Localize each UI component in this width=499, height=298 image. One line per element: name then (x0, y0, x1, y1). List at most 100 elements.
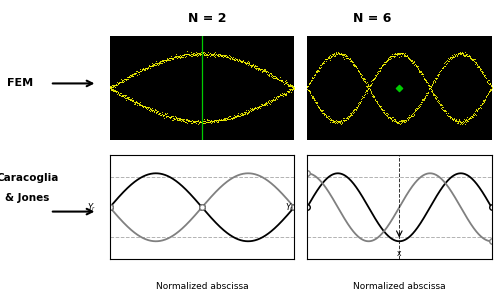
Point (386, 116, 394, 120)
Point (223, 115, 231, 120)
Point (275, 77, 283, 82)
Point (177, 118, 185, 123)
Point (116, 79, 124, 84)
Point (190, 119, 198, 124)
Point (211, 53, 219, 58)
Point (404, 114, 412, 119)
Point (391, 51, 399, 56)
Point (363, 90, 371, 95)
Point (379, 108, 387, 113)
Point (376, 67, 384, 72)
Point (167, 114, 175, 119)
Point (194, 52, 202, 57)
Point (343, 114, 351, 119)
Point (370, 76, 378, 81)
Point (486, 80, 494, 85)
Point (169, 56, 177, 61)
Point (179, 117, 187, 121)
Point (405, 57, 413, 61)
Point (145, 104, 153, 109)
Point (315, 65, 323, 70)
Point (336, 120, 344, 125)
Point (138, 103, 146, 107)
Point (180, 52, 188, 57)
Point (128, 98, 136, 103)
Point (371, 97, 379, 102)
Point (331, 119, 339, 124)
Point (468, 57, 476, 62)
Point (390, 54, 398, 58)
Point (387, 116, 395, 120)
Point (348, 58, 356, 63)
Point (377, 105, 385, 110)
Point (461, 52, 469, 57)
Point (428, 82, 436, 87)
Point (110, 88, 118, 92)
Point (156, 60, 164, 65)
Point (448, 53, 456, 58)
Point (224, 55, 232, 60)
Point (273, 95, 281, 100)
Point (385, 55, 393, 60)
Point (163, 114, 171, 118)
Point (311, 69, 319, 74)
Point (359, 76, 367, 81)
Point (146, 64, 154, 69)
Point (393, 119, 401, 124)
Point (120, 77, 128, 82)
Point (410, 113, 418, 117)
Point (135, 69, 143, 74)
Point (368, 80, 376, 85)
Point (333, 52, 341, 57)
Point (113, 89, 121, 93)
Point (466, 54, 474, 59)
Point (240, 60, 248, 64)
Point (487, 83, 495, 88)
Point (201, 119, 209, 124)
Point (138, 67, 146, 72)
Point (181, 119, 189, 124)
Point (162, 114, 170, 119)
Point (119, 79, 127, 84)
Point (337, 118, 345, 122)
Point (317, 63, 325, 68)
Point (181, 119, 189, 124)
Point (251, 105, 259, 110)
Point (458, 51, 466, 56)
Point (475, 65, 483, 70)
Point (272, 95, 280, 100)
Point (331, 118, 339, 123)
Point (341, 118, 349, 122)
Point (250, 106, 258, 111)
Point (486, 89, 494, 93)
Point (309, 95, 317, 100)
Point (364, 84, 372, 89)
Point (206, 119, 214, 124)
Point (280, 78, 288, 83)
Point (434, 74, 442, 79)
Point (359, 95, 367, 100)
Point (166, 115, 174, 120)
Point (205, 53, 213, 58)
Point (396, 119, 404, 124)
Point (152, 61, 160, 66)
Point (435, 72, 443, 76)
Point (392, 119, 400, 124)
Point (253, 67, 261, 72)
Point (131, 71, 139, 76)
Point (212, 52, 220, 57)
Point (129, 97, 137, 102)
Point (433, 95, 441, 100)
Point (155, 61, 163, 66)
Point (124, 96, 132, 100)
Point (163, 58, 171, 63)
Point (486, 81, 494, 86)
Point (214, 119, 222, 124)
Point (371, 75, 379, 80)
Point (460, 54, 468, 59)
Point (274, 94, 282, 99)
Point (360, 93, 368, 98)
Point (443, 60, 451, 65)
Point (225, 114, 233, 119)
Point (340, 119, 348, 123)
